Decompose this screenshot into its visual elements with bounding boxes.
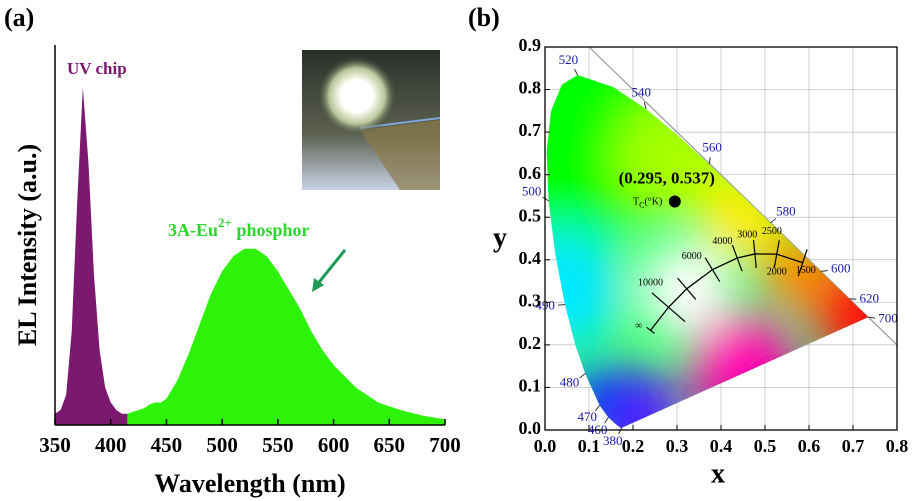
y-tick-label: 0.0 [519,418,542,438]
cct-label: 6000 [682,251,702,262]
wavelength-tick [558,304,565,305]
wavelength-label: 540 [632,84,652,99]
y-tick-label: 0.9 [519,35,542,55]
figure: 350 400 450 500 550 600 650 700 (a) Wavelength (n… [0,0,919,501]
x-tick-label: 0.7 [842,436,865,456]
color-point [669,195,681,207]
y-axis-label: EL Intensity (a.u.) [13,144,42,346]
x-tick-label: 700 [429,433,461,457]
annotation: 3A-Eu2+ phosphor [168,215,309,240]
y-tick-label: 0.1 [519,376,542,396]
x-tick-label: 650 [374,433,406,457]
x-axis-label: x [711,458,725,489]
wavelength-label: 470 [578,409,598,424]
annotation-text: 3A-Eu [168,220,218,240]
cct-label: 2500 [762,226,782,237]
spectrum-area [127,249,445,425]
x-tick-label: 0.1 [578,436,601,456]
cct-label: 3000 [737,229,757,240]
wavelength-tick [574,69,577,75]
y-tick-label: 0.8 [519,78,542,98]
annotation-text: UV chip [67,59,127,78]
x-tick-label: 0.4 [710,436,733,456]
x-axis-label: Wavelength (nm) [154,469,345,498]
x-tick-label: 500 [206,433,238,457]
wavelength-label: 520 [559,52,579,67]
x-tick-label: 0.6 [798,436,821,456]
annotation-text: 2+ [218,215,232,230]
x-tick-label: 400 [95,433,127,457]
annotation: UV chip [67,59,127,78]
y-axis-label: y [493,222,507,253]
wavelength-tick [580,374,585,378]
cct-label: 1500 [796,265,816,276]
wavelength-label: 500 [522,183,542,198]
wavelength-tick [821,271,828,272]
cct-label: ∞ [635,321,642,332]
cct-label: 2000 [767,266,787,277]
wavelength-label: 560 [702,139,722,154]
wavelength-label: 600 [831,260,851,275]
wavelength-label: 700 [878,311,898,326]
y-tick-label: 0.4 [519,248,542,268]
annotation-text: phosphor [232,220,310,240]
x-tick-label: 550 [262,433,294,457]
point-label: (0.295, 0.537) [619,168,715,187]
y-tick-label: 0.5 [519,205,542,225]
x-tick-label: 450 [151,433,183,457]
spectrum-area [55,88,127,426]
y-tick-label: 0.7 [519,120,542,140]
x-tick-label: 600 [318,433,350,457]
wavelength-tick [644,102,646,109]
x-tick-label: 0.3 [666,436,689,456]
y-tick-label: 0.3 [519,290,542,310]
arrow [316,250,345,286]
wavelength-label: 480 [560,375,580,390]
x-tick-label: 0.2 [622,436,645,456]
panel-label: (b) [468,3,500,32]
x-tick-label: 0.5 [754,436,777,456]
wavelength-label: 460 [588,422,608,437]
cct-title-part: (°K) [644,197,662,208]
inset-photo [302,50,440,190]
cie-color-fill [488,14,912,468]
panel-label: (a) [4,3,34,32]
wavelength-label: 580 [776,204,796,219]
y-tick-label: 0.2 [519,333,542,353]
wavelength-tick [771,218,776,222]
cct-title: TC(°K) [633,197,662,210]
x-tick-label: 0.8 [886,436,909,456]
cct-label: 4000 [712,236,732,247]
cct-label: 10000 [638,278,663,289]
wavelength-label: 620 [859,291,879,306]
x-tick-label: 0.0 [534,436,557,456]
wavelength-tick [709,157,710,164]
y-tick-label: 0.6 [519,163,542,183]
x-tick-label: 350 [39,433,71,457]
